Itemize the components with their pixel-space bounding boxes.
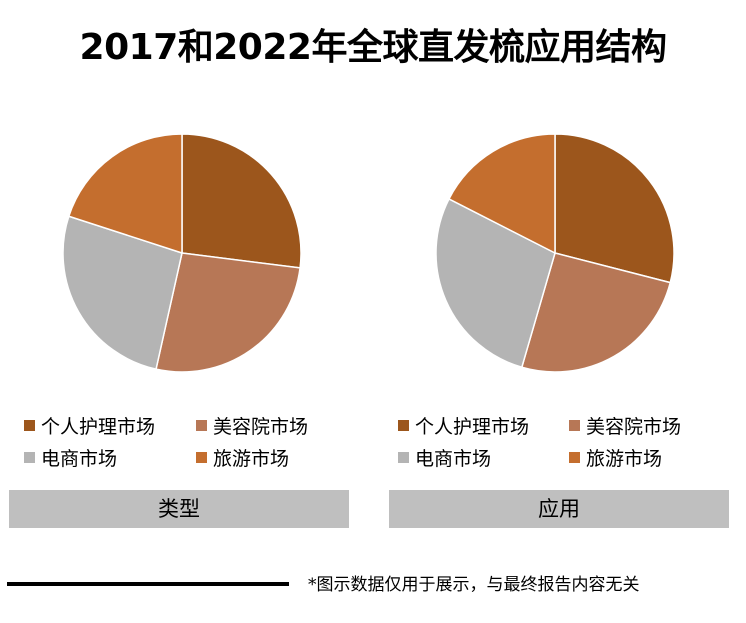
pie-slice [155, 252, 301, 373]
pie-svg-application [435, 133, 675, 373]
pie-slice [435, 197, 556, 369]
pie-slice [520, 252, 672, 373]
pie-slice [181, 133, 302, 269]
legend-item-personal-care: 个人护理市场 [24, 412, 155, 439]
panel-label-type: 类型 [9, 490, 349, 528]
chart-title: 2017和2022年全球直发梳应用结构 [79, 27, 667, 68]
legend-swatch-icon [196, 452, 207, 463]
pie-slice [447, 133, 556, 255]
legend-swatch-icon [24, 420, 35, 431]
legend-swatch-icon [398, 420, 409, 431]
legend-swatch-icon [569, 420, 580, 431]
legend-label: 电商市场 [415, 448, 492, 470]
legend-item-beauty-salon: 美容院市场 [196, 412, 308, 439]
legend-label: 美容院市场 [586, 416, 682, 438]
legend-item-ecommerce: 电商市场 [24, 444, 117, 471]
panel-label-application: 应用 [389, 490, 729, 528]
legend-label: 电商市场 [41, 448, 118, 470]
pie-slice [554, 133, 675, 284]
legend-item-ecommerce: 电商市场 [398, 444, 491, 471]
legend-swatch-icon [24, 452, 35, 463]
pie-chart-type [62, 133, 302, 373]
legend-swatch-icon [569, 452, 580, 463]
legend-label: 美容院市场 [213, 416, 309, 438]
legend-item-travel: 旅游市场 [569, 444, 662, 471]
legend-label: 旅游市场 [213, 448, 290, 470]
legend-label: 旅游市场 [586, 448, 663, 470]
legend-label: 个人护理市场 [41, 416, 156, 438]
legend-swatch-icon [398, 452, 409, 463]
footer-divider [7, 582, 289, 586]
legend-item-travel: 旅游市场 [196, 444, 289, 471]
pie-slice [62, 215, 183, 371]
pie-slice [67, 133, 183, 255]
pie-svg-type [62, 133, 302, 373]
footnote: *图示数据仅用于展示，与最终报告内容无关 [308, 575, 640, 595]
legend-label: 个人护理市场 [415, 416, 530, 438]
pie-chart-application [435, 133, 675, 373]
legend-item-beauty-salon: 美容院市场 [569, 412, 681, 439]
legend-item-personal-care: 个人护理市场 [398, 412, 529, 439]
legend-swatch-icon [196, 420, 207, 431]
